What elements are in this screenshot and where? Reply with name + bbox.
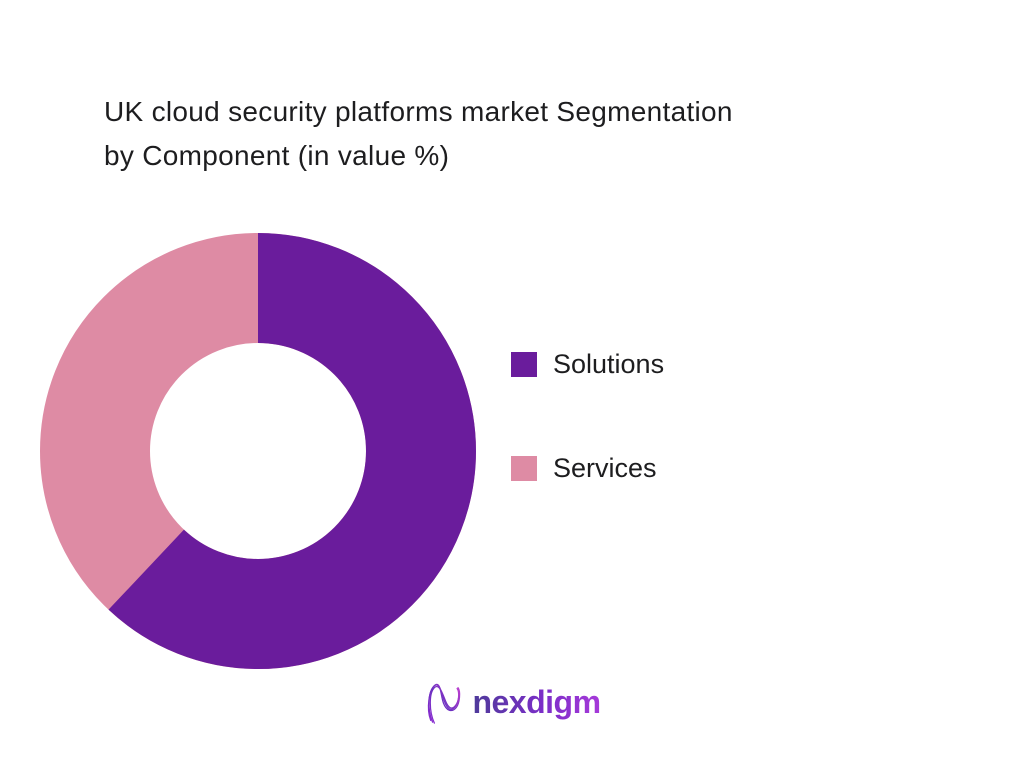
chart-title-line-2: by Component (in value %) xyxy=(104,140,450,171)
chart-title: UK cloud security platforms market Segme… xyxy=(104,90,964,178)
nexdigm-n-icon xyxy=(427,683,461,724)
legend-item-services: Services xyxy=(511,455,664,482)
donut-segment-solutions xyxy=(40,233,476,669)
legend-label-solutions: Solutions xyxy=(553,349,665,379)
solutions-swatch-icon xyxy=(511,352,537,377)
donut-chart-svg xyxy=(40,233,476,669)
chart-legend: Solutions Services xyxy=(511,351,664,482)
nexdigm-logo: nexdigm xyxy=(423,680,601,728)
donut-chart xyxy=(40,233,476,669)
brand-name: nexdigm xyxy=(472,684,601,720)
legend-item-solutions: Solutions xyxy=(511,351,664,378)
chart-title-line-1: UK cloud security platforms market Segme… xyxy=(104,96,733,127)
legend-label-services: Services xyxy=(553,453,657,483)
services-swatch-icon xyxy=(511,456,537,481)
